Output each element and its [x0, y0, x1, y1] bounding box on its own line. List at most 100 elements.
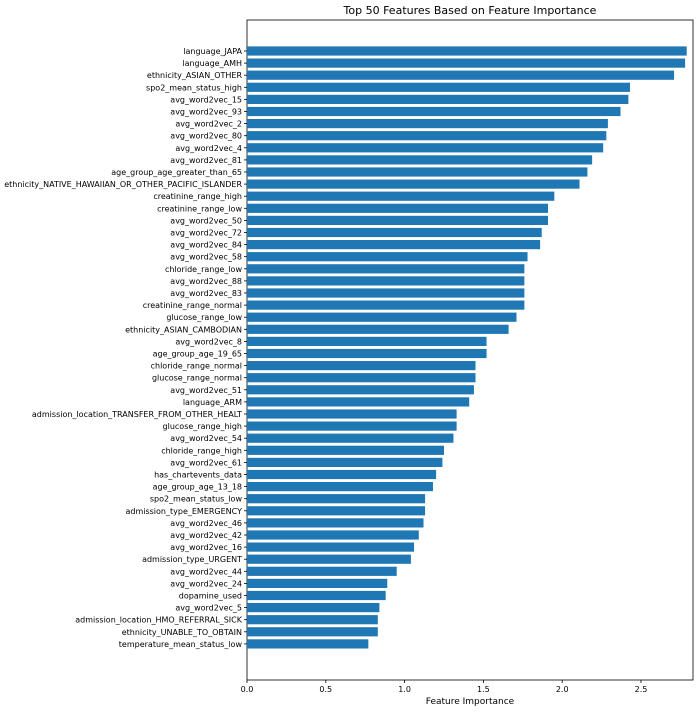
bar [247, 70, 675, 80]
bar [247, 433, 454, 443]
y-tick-label: creatinine_range_normal [143, 301, 242, 310]
x-tick-label: 0.0 [241, 685, 254, 694]
y-tick-label: chloride_range_low [165, 265, 242, 274]
bar [247, 191, 555, 201]
y-tick-label: avg_word2vec_61 [170, 458, 242, 467]
y-tick-label: avg_word2vec_8 [175, 337, 242, 346]
bar [247, 482, 433, 492]
bars-layer [247, 46, 687, 649]
y-tick-label: chloride_range_high [161, 446, 242, 455]
x-ticks: 0.0 0.5 1.0 1.5 2.0 2.5 [241, 680, 648, 694]
bar [247, 397, 470, 407]
bar [247, 506, 426, 516]
bar [247, 639, 369, 649]
bar [247, 615, 378, 625]
y-tick-label: has_chartevents_data [154, 471, 242, 480]
y-tick-label: glucose_range_normal [152, 374, 242, 383]
bar [247, 421, 457, 431]
x-axis-label: Feature Importance [426, 697, 515, 707]
bar [247, 179, 580, 189]
bar [247, 82, 630, 92]
y-tick-label: avg_word2vec_84 [170, 241, 242, 250]
y-tick-label: avg_word2vec_50 [170, 216, 242, 225]
bar [247, 469, 437, 480]
y-tick-label: avg_word2vec_44 [170, 567, 242, 576]
bar [247, 276, 525, 286]
y-tick-label: avg_word2vec_93 [170, 108, 242, 117]
y-tick-label: ethnicity_NATIVE_HAWAIIAN_OR_OTHER_PACIF… [4, 180, 242, 189]
y-tick-label: ethnicity_ASIAN_OTHER [147, 71, 243, 80]
bar [247, 457, 443, 467]
y-tick-label: admission_type_EMERGENCY [125, 507, 242, 516]
y-tick-label: glucose_range_high [163, 422, 242, 431]
y-tick-label: avg_word2vec_2 [175, 120, 242, 129]
bar [247, 155, 593, 165]
y-tick-label: spo2_mean_status_low [150, 495, 243, 504]
y-tick-label: dopamine_used [179, 592, 242, 601]
bar [247, 627, 378, 637]
bar [247, 336, 487, 346]
y-tick-label: avg_word2vec_81 [170, 156, 242, 165]
x-tick-label: 1.0 [398, 685, 411, 694]
y-tick-label: admission_location_HMO_REFERRAL_SICK [75, 616, 242, 625]
y-tick-label: admission_location_TRANSFER_FROM_OTHER_H… [32, 410, 242, 419]
y-tick-label: ethnicity_UNABLE_TO_OBTAIN [122, 628, 242, 637]
y-tick-label: glucose_range_low [166, 313, 242, 322]
bar [247, 167, 588, 177]
bar [247, 215, 549, 225]
bar [247, 300, 525, 310]
bar [247, 288, 525, 298]
bar [247, 530, 419, 540]
y-tick-label: avg_word2vec_72 [170, 229, 242, 238]
bar [247, 590, 386, 601]
y-tick-label: avg_word2vec_58 [170, 253, 242, 262]
x-tick-label: 2.5 [635, 685, 648, 694]
y-tick-label: creatinine_range_high [153, 192, 242, 201]
y-tick-label: avg_word2vec_54 [170, 434, 242, 443]
bar [247, 119, 608, 129]
y-tick-label: language_ARM [183, 398, 242, 407]
bar [247, 445, 444, 455]
y-tick-label: spo2_mean_status_high [146, 83, 242, 92]
bar [247, 106, 621, 117]
y-tick-label: avg_word2vec_88 [170, 277, 242, 286]
x-tick-label: 2.0 [556, 685, 569, 694]
bar [247, 46, 687, 56]
y-tick-label: temperature_mean_status_low [119, 640, 243, 649]
bar [247, 361, 476, 371]
y-tick-label: language_AMH [182, 59, 242, 68]
y-tick-label: age_group_age_13_18 [153, 483, 242, 492]
y-tick-label: avg_word2vec_5 [175, 604, 242, 613]
bar [247, 385, 474, 395]
y-tick-label: chloride_range_normal [151, 362, 242, 371]
y-tick-labels: language_JAPA language_AMH ethnicity_ASIAN… [4, 47, 247, 649]
bar [247, 373, 476, 383]
bar [247, 542, 415, 552]
bar [247, 603, 380, 613]
chart-title: Top 50 Features Based on Feature Importa… [343, 4, 597, 17]
y-tick-label: ethnicity_ASIAN_CAMBODIAN [125, 325, 242, 334]
y-tick-label: avg_word2vec_83 [170, 289, 242, 298]
bar [247, 518, 424, 528]
y-tick-label: avg_word2vec_51 [170, 386, 242, 395]
y-tick-label: age_group_age_greater_than_65 [111, 168, 242, 177]
y-tick-label: admission_type_URGENT [142, 555, 242, 564]
bar [247, 566, 397, 576]
y-tick-label: avg_word2vec_46 [170, 519, 242, 528]
bar [247, 264, 525, 274]
y-tick-label: avg_word2vec_80 [170, 132, 242, 141]
y-tick-label: avg_word2vec_4 [175, 144, 242, 153]
y-tick-label: avg_word2vec_42 [170, 531, 242, 540]
bar [247, 409, 457, 419]
bar [247, 203, 549, 213]
bar [247, 578, 388, 588]
y-tick-label: avg_word2vec_15 [170, 95, 242, 104]
bar [247, 131, 607, 141]
bar [247, 240, 541, 250]
bar [247, 94, 629, 104]
bar [247, 494, 426, 504]
x-tick-label: 1.5 [477, 685, 490, 694]
bar [247, 252, 528, 262]
